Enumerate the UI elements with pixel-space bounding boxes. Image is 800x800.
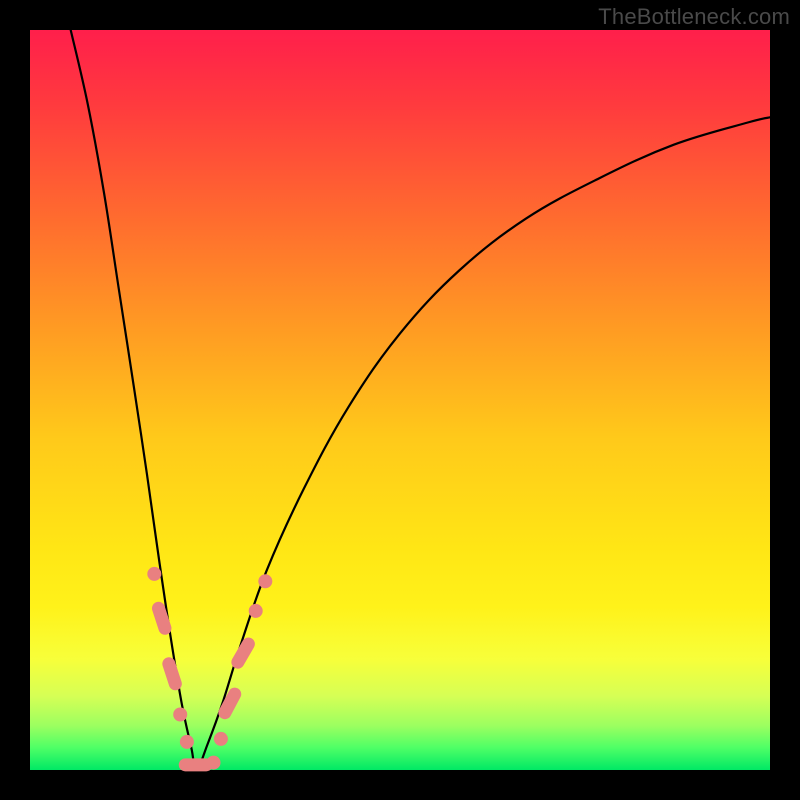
curve-marker xyxy=(173,708,187,722)
chart-stage: TheBottleneck.com xyxy=(0,0,800,800)
watermark-text: TheBottleneck.com xyxy=(598,4,790,30)
curve-marker xyxy=(258,574,272,588)
heat-background xyxy=(30,30,770,770)
curve-marker xyxy=(147,567,161,581)
curve-marker xyxy=(207,756,221,770)
bottleneck-chart xyxy=(0,0,800,800)
curve-marker xyxy=(214,732,228,746)
curve-marker xyxy=(249,604,263,618)
curve-marker xyxy=(180,735,194,749)
